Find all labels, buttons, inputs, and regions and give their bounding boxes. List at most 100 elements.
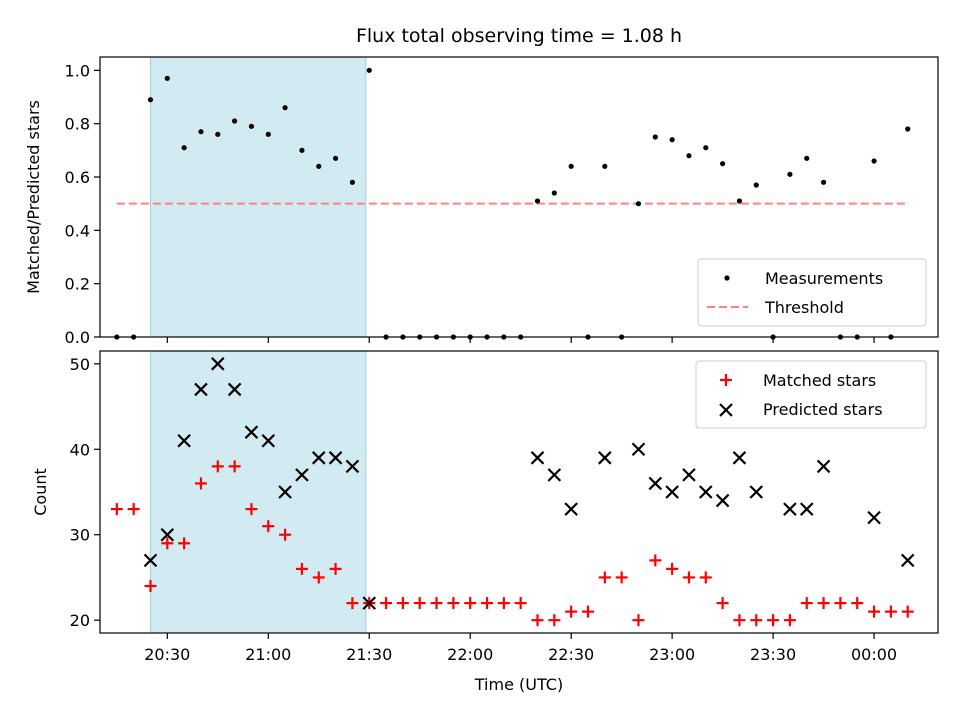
predicted-point (715, 493, 730, 508)
matched-point (211, 460, 224, 473)
x-tick-label: 22:00 (447, 645, 493, 664)
measurement-point (787, 171, 793, 177)
measurement-point (349, 179, 356, 185)
matched-point (716, 597, 729, 610)
predicted-point (211, 357, 225, 371)
matched-point (279, 528, 292, 541)
predicted-point (295, 468, 309, 482)
top-legend-box (697, 258, 927, 327)
y-tick-label: 0.2 (65, 275, 90, 294)
predicted-point (194, 382, 208, 397)
measurement-point (181, 145, 187, 151)
predicted-point (900, 553, 915, 568)
top-legend: Measurements Threshold (697, 258, 927, 327)
predicted-point (867, 510, 881, 525)
predicted-point (261, 433, 276, 448)
measurement-point (720, 161, 726, 167)
measurement-point (905, 126, 911, 132)
chart-title: Flux total observing time = 1.08 h (356, 25, 682, 47)
predicted-point (244, 425, 259, 439)
matched-point (497, 597, 510, 610)
y-tick-label: 0.6 (65, 168, 90, 187)
predicted-point (278, 485, 292, 499)
matched-point (581, 605, 594, 618)
measurement-point (248, 123, 255, 129)
y-tick-label: 40 (70, 440, 90, 459)
predicted-point (143, 553, 158, 568)
bottom-plot-frame (99, 350, 939, 634)
matched-point (312, 571, 325, 584)
measurement-point (282, 105, 288, 111)
measurement-point (164, 75, 170, 81)
measurement-point (232, 118, 238, 124)
predicted-point (732, 451, 747, 465)
measurement-point (147, 97, 154, 103)
x-tick-label: 20:30 (144, 645, 190, 664)
measurement-point (736, 198, 743, 204)
predicted-point (177, 433, 191, 448)
x-tick-label: 23:30 (750, 645, 796, 664)
predicted-point (682, 468, 696, 482)
measurement-point (703, 145, 709, 151)
predicted-point (227, 382, 242, 397)
legend-matched-label: Matched stars (763, 371, 876, 390)
measurement-point (534, 198, 541, 204)
matched-point (178, 537, 191, 550)
predicted-point (699, 485, 713, 499)
measurement-point (299, 147, 305, 153)
bottom-y-axis-label: Count (31, 468, 50, 516)
y-tick-label: 0.0 (65, 328, 90, 347)
matched-point (346, 597, 359, 610)
measurement-point (198, 129, 204, 135)
matched-point (295, 562, 308, 575)
measurement-point (316, 163, 322, 169)
matched-point (834, 597, 847, 610)
top-plot-frame (99, 56, 939, 338)
measurement-point (265, 131, 271, 137)
x-tick-label: 21:30 (346, 645, 392, 664)
shaded-interval (149, 56, 367, 338)
x-tick-label: 21:00 (245, 645, 291, 664)
predicted-point (665, 485, 679, 499)
measurement-point (686, 153, 692, 159)
predicted-point (160, 527, 175, 542)
y-tick-label: 20 (70, 611, 90, 630)
matched-point (245, 503, 258, 516)
measurement-point (635, 201, 642, 207)
y-tick-label: 0.4 (65, 221, 90, 240)
x-tick-label: 23:00 (649, 645, 695, 664)
top-y-axis-label: Matched/Predicted stars (24, 100, 43, 294)
matched-point (817, 597, 830, 610)
predicted-point (598, 451, 612, 465)
matched-point (699, 571, 712, 584)
matched-point (413, 597, 426, 610)
predicted-point (749, 485, 764, 499)
matched-point (565, 605, 578, 618)
matched-point (144, 580, 157, 592)
measurement-point (652, 134, 658, 140)
matched-point (514, 597, 527, 610)
shaded-interval (149, 350, 367, 634)
measurement-point (753, 182, 759, 188)
predicted-point (648, 476, 663, 491)
measurement-point (820, 179, 827, 185)
predicted-point (328, 451, 343, 465)
matched-point (649, 554, 662, 567)
y-tick-label: 50 (70, 355, 90, 374)
matched-point (750, 614, 763, 627)
legend-threshold-label: Threshold (764, 298, 844, 317)
measurement-point (602, 163, 608, 169)
matched-point (531, 614, 544, 627)
y-tick-label: 30 (70, 526, 90, 545)
matched-point (767, 614, 780, 627)
measurement-point (804, 155, 810, 161)
legend-predicted-marker (719, 403, 733, 417)
bottom-legend-box (695, 360, 927, 429)
bottom-legend: Matched stars Predicted stars (695, 360, 927, 429)
measurement-point (332, 155, 339, 161)
matched-point (447, 597, 460, 610)
matched-point (868, 605, 881, 618)
measurement-point (669, 137, 675, 143)
predicted-point (345, 459, 360, 474)
